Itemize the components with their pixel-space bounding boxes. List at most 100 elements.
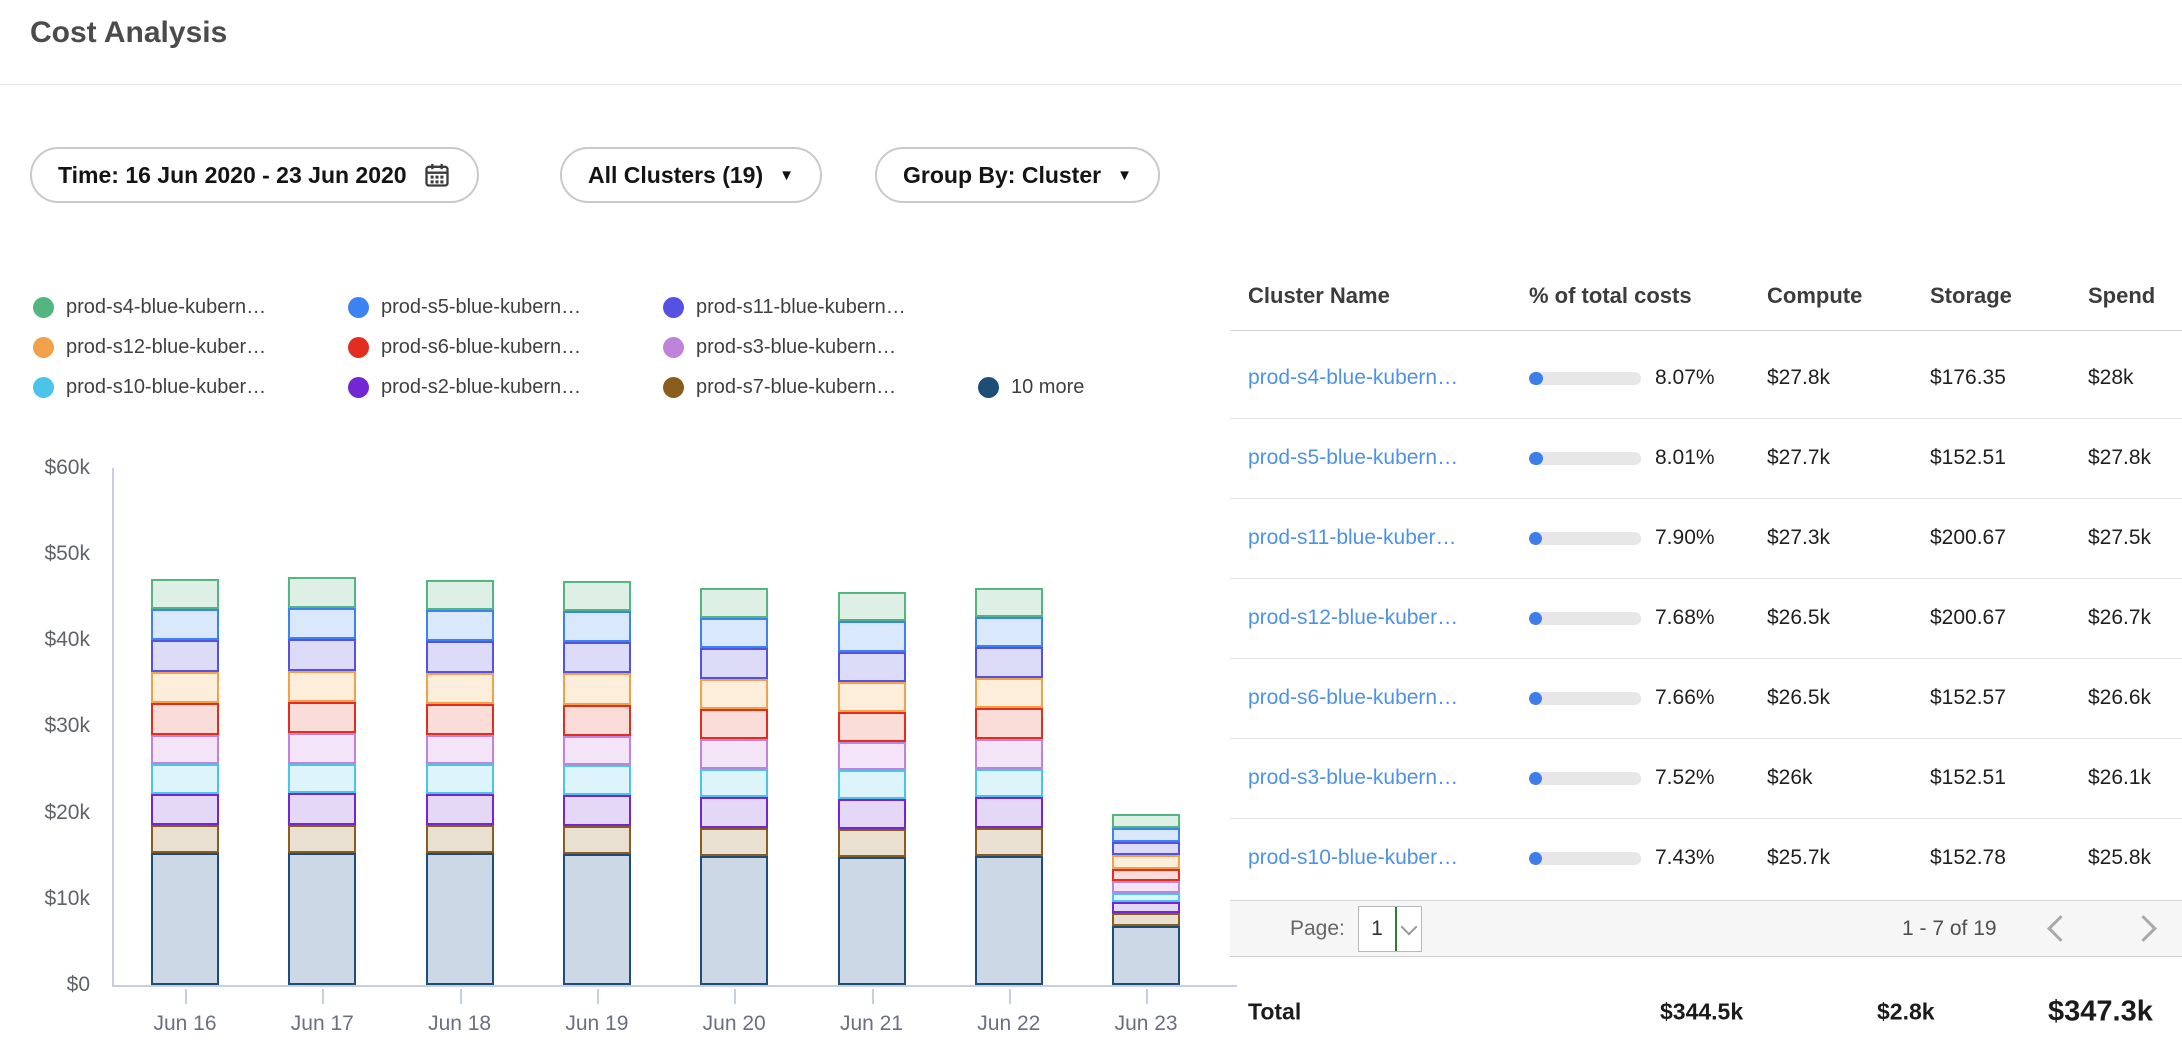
spend-value: $27.8k	[2088, 446, 2151, 470]
column-header: Spend	[2088, 283, 2155, 309]
legend-item[interactable]: prod-s7-blue-kubern…	[663, 376, 978, 399]
bar-segment	[975, 708, 1043, 739]
cluster-name-link[interactable]: prod-s11-blue-kuber…	[1248, 526, 1457, 550]
legend-dot-icon	[348, 297, 369, 318]
bar-segment	[838, 712, 906, 742]
pct-value: 7.68%	[1655, 606, 1715, 630]
bar-segment	[838, 770, 906, 798]
bar-segment	[1112, 913, 1180, 926]
pct-of-total-cell: 8.07%	[1529, 366, 1715, 390]
cluster-name-link[interactable]: prod-s6-blue-kubern…	[1248, 686, 1458, 710]
legend-item[interactable]: prod-s10-blue-kuber…	[33, 376, 348, 399]
legend-dot-icon	[663, 377, 684, 398]
pct-of-total-cell: 7.52%	[1529, 766, 1715, 790]
compute-value: $25.7k	[1767, 846, 1830, 870]
legend-item[interactable]: prod-s12-blue-kuber…	[33, 336, 348, 359]
cluster-name-link[interactable]: prod-s4-blue-kubern…	[1248, 366, 1458, 390]
bar-segment	[426, 610, 494, 641]
legend-item[interactable]: 10 more	[978, 376, 1084, 399]
bar-segment	[151, 703, 219, 735]
legend-item[interactable]: prod-s5-blue-kubern…	[348, 296, 663, 319]
cluster-name-link[interactable]: prod-s10-blue-kuber…	[1248, 846, 1458, 870]
bar-segment	[151, 794, 219, 825]
table-row: prod-s4-blue-kubern…8.07%$27.8k$176.35$2…	[1248, 338, 2162, 418]
bar-segment	[426, 580, 494, 610]
bar-segment	[1112, 893, 1180, 902]
legend-item[interactable]: prod-s11-blue-kubern…	[663, 296, 978, 319]
bar-segment	[563, 826, 631, 854]
bar-segment	[288, 577, 356, 608]
page-select-value: 1	[1359, 907, 1395, 951]
legend-item[interactable]: prod-s2-blue-kubern…	[348, 376, 663, 399]
bar-segment	[700, 769, 768, 797]
bar-segment	[563, 705, 631, 736]
pct-progress-fill	[1529, 772, 1542, 785]
pct-value: 8.07%	[1655, 366, 1715, 390]
x-axis-label: Jun 20	[703, 1012, 766, 1036]
pct-of-total-cell: 7.90%	[1529, 526, 1715, 550]
next-page-button[interactable]	[2123, 909, 2163, 949]
bar-segment	[700, 739, 768, 768]
x-axis-label: Jun 21	[840, 1012, 903, 1036]
prev-page-button[interactable]	[2040, 909, 2080, 949]
storage-value: $152.57	[1930, 686, 2006, 710]
cluster-name-link[interactable]: prod-s5-blue-kubern…	[1248, 446, 1458, 470]
cluster-name-link[interactable]: prod-s3-blue-kubern…	[1248, 766, 1458, 790]
group-by-filter[interactable]: Group By: Cluster ▼	[875, 147, 1160, 203]
pct-value: 7.90%	[1655, 526, 1715, 550]
bar-segment	[151, 764, 219, 793]
compute-value: $27.3k	[1767, 526, 1830, 550]
table-row: prod-s12-blue-kuber…7.68%$26.5k$200.67$2…	[1248, 578, 2162, 658]
y-axis-tick-label: $40k	[44, 628, 90, 652]
bar-segment	[700, 588, 768, 618]
bar-segment	[838, 742, 906, 770]
x-axis-line	[112, 985, 1237, 987]
legend-label: prod-s6-blue-kubern…	[381, 336, 581, 359]
clusters-filter[interactable]: All Clusters (19) ▼	[560, 147, 822, 203]
time-range-filter[interactable]: Time: 16 Jun 2020 - 23 Jun 2020	[30, 147, 479, 203]
bar-segment	[563, 611, 631, 642]
group-by-label: Group By: Cluster	[903, 162, 1101, 189]
bar-segment	[288, 825, 356, 853]
bar-segment	[426, 764, 494, 793]
x-axis-tick	[872, 989, 874, 1004]
y-axis-tick-label: $20k	[44, 801, 90, 825]
bar-segment	[288, 853, 356, 985]
table-row: prod-s10-blue-kuber…7.43%$25.7k$152.78$2…	[1248, 818, 2162, 898]
legend-item[interactable]: prod-s6-blue-kubern…	[348, 336, 663, 359]
x-axis-tick	[322, 989, 324, 1004]
pct-progress-fill	[1529, 532, 1542, 545]
bar-segment	[563, 673, 631, 705]
legend-dot-icon	[663, 337, 684, 358]
legend-dot-icon	[348, 337, 369, 358]
y-axis-line	[112, 468, 114, 985]
caret-down-icon: ▼	[779, 167, 794, 184]
pagination-bar: Page: 1 1 - 7 of 19	[1230, 900, 2182, 957]
spend-value: $25.8k	[2088, 846, 2151, 870]
spend-value: $26.1k	[2088, 766, 2151, 790]
spend-value: $27.5k	[2088, 526, 2151, 550]
bar-segment	[151, 640, 219, 672]
bar-segment	[700, 648, 768, 679]
bar-segment	[700, 679, 768, 709]
legend-label: prod-s2-blue-kubern…	[381, 376, 581, 399]
x-axis-tick	[597, 989, 599, 1004]
pct-progress-track	[1529, 612, 1641, 625]
table-header-divider	[1230, 330, 2182, 331]
page-select[interactable]: 1	[1358, 906, 1422, 952]
cluster-name-link[interactable]: prod-s12-blue-kuber…	[1248, 606, 1458, 630]
pct-progress-fill	[1529, 692, 1542, 705]
legend-label: prod-s12-blue-kuber…	[66, 336, 266, 359]
legend-item[interactable]: prod-s3-blue-kubern…	[663, 336, 978, 359]
legend-dot-icon	[663, 297, 684, 318]
caret-down-icon: ▼	[1117, 167, 1132, 184]
legend-item[interactable]: prod-s4-blue-kubern…	[33, 296, 348, 319]
bar-segment	[288, 639, 356, 671]
total-spend: $347.3k	[2048, 996, 2153, 1029]
pct-value: 7.43%	[1655, 846, 1715, 870]
storage-value: $200.67	[1930, 526, 2006, 550]
storage-value: $176.35	[1930, 366, 2006, 390]
legend-dot-icon	[33, 337, 54, 358]
table-row: prod-s3-blue-kubern…7.52%$26k$152.51$26.…	[1248, 738, 2162, 818]
bar-segment	[700, 709, 768, 739]
